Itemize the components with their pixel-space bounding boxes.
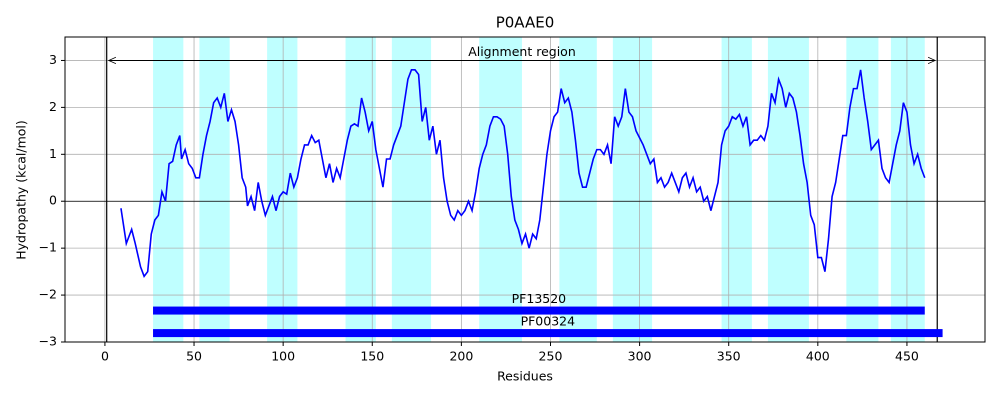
y-tick-label: −3 [39, 334, 57, 349]
y-tick-label: 3 [49, 52, 57, 67]
x-tick-label: 50 [186, 349, 202, 364]
domain-label: PF13520 [512, 291, 567, 306]
x-tick-label: 0 [101, 349, 109, 364]
tm-region [767, 37, 809, 342]
x-tick-label: 200 [449, 349, 473, 364]
y-tick-label: 2 [49, 99, 57, 114]
tm-region [153, 37, 184, 342]
hydropathy-line [120, 69, 926, 278]
x-tick-label: 300 [628, 349, 652, 364]
tm-region [345, 37, 376, 342]
tm-region [612, 37, 653, 342]
tm-region [391, 37, 432, 342]
y-tick-label: 1 [49, 146, 57, 161]
domain-bar [153, 306, 925, 315]
y-tick-label: 0 [49, 193, 57, 208]
y-axis-label: Hydropathy (kcal/mol) [14, 120, 29, 260]
x-tick-label: 250 [539, 349, 563, 364]
domain-bar [153, 329, 943, 338]
y-tick-label: −2 [39, 287, 57, 302]
tm-region [721, 37, 752, 342]
alignment-label: Alignment region [468, 44, 576, 59]
x-tick-label: 150 [360, 349, 384, 364]
plot-frame [64, 36, 986, 343]
x-tick-label: 350 [717, 349, 741, 364]
y-tick-label: −1 [39, 240, 57, 255]
chart-title: P0AAE0 [496, 14, 555, 32]
x-tick-label: 400 [806, 349, 830, 364]
x-tick-label: 450 [895, 349, 919, 364]
tm-region [479, 37, 522, 342]
x-tick-label: 100 [271, 349, 295, 364]
x-axis-label: Residues [497, 369, 553, 384]
tm-region [267, 37, 298, 342]
tm-region [559, 37, 597, 342]
tm-region [890, 37, 925, 342]
tm-region [199, 37, 230, 342]
domain-label: PF00324 [521, 314, 576, 329]
